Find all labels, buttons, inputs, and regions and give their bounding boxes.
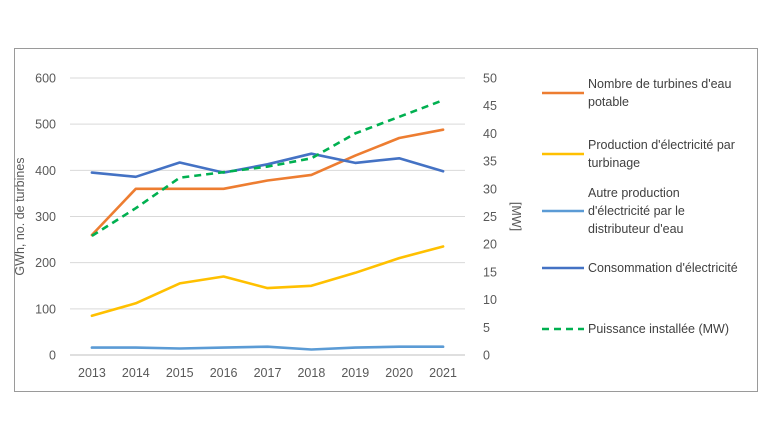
y2-axis-title: [MW] bbox=[509, 202, 523, 231]
chart-frame bbox=[14, 48, 758, 392]
series-line-3 bbox=[90, 152, 445, 179]
y-tick-label: 100 bbox=[35, 302, 56, 316]
legend-label-1: Production d'électricité par bbox=[588, 138, 735, 152]
y2-tick-label: 10 bbox=[483, 293, 497, 307]
y-tick-label: 300 bbox=[35, 210, 56, 224]
y-tick-label: 200 bbox=[35, 256, 56, 270]
legend-label-0: Nombre de turbines d'eau bbox=[588, 77, 731, 91]
y2-tick-label: 25 bbox=[483, 210, 497, 224]
gridlines bbox=[70, 77, 465, 310]
y2-tick-label: 30 bbox=[483, 182, 497, 196]
y-tick-label: 400 bbox=[35, 164, 56, 178]
x-tick-label: 2019 bbox=[341, 366, 369, 380]
legend-label-2: distributeur d'eau bbox=[588, 222, 684, 236]
x-tick-label: 2017 bbox=[254, 366, 282, 380]
legend-label-3: Consommation d'électricité bbox=[588, 261, 738, 275]
x-tick-label: 2018 bbox=[297, 366, 325, 380]
x-tick-label: 2015 bbox=[166, 366, 194, 380]
y2-tick-label: 45 bbox=[483, 99, 497, 113]
series-group bbox=[90, 98, 445, 351]
legend-label-2: Autre production bbox=[588, 186, 680, 200]
legend-label-4: Puissance installée (MW) bbox=[588, 322, 729, 336]
y-tick-label: 600 bbox=[35, 72, 56, 86]
series-line-4 bbox=[91, 98, 444, 237]
legend: Nombre de turbines d'eau potable Productio… bbox=[542, 77, 738, 336]
series-line-2 bbox=[90, 345, 445, 351]
y2-tick-label: 40 bbox=[483, 127, 497, 141]
series-line-0 bbox=[90, 128, 445, 237]
legend-label-0: potable bbox=[588, 95, 629, 109]
y2-tick-label: 35 bbox=[483, 155, 497, 169]
y-axis-title: GWh, no. de turbines bbox=[13, 157, 27, 275]
x-tick-label: 2021 bbox=[429, 366, 457, 380]
x-tick-label: 2014 bbox=[122, 366, 150, 380]
y2-tick-label: 5 bbox=[483, 321, 490, 335]
x-tick-label: 2020 bbox=[385, 366, 413, 380]
legend-label-2: d'électricité par le bbox=[588, 204, 685, 218]
y2-axis-ticks: 0 5 10 15 20 25 30 35 40 45 50 bbox=[483, 72, 497, 363]
y2-tick-label: 20 bbox=[483, 238, 497, 252]
y2-tick-label: 15 bbox=[483, 265, 497, 279]
series-line-1 bbox=[90, 245, 445, 318]
y-tick-label: 0 bbox=[49, 349, 56, 363]
y-tick-label: 500 bbox=[35, 118, 56, 132]
x-axis-ticks: 2013 2014 2015 2016 2017 2018 2019 2020 2021 bbox=[78, 366, 457, 380]
x-tick-label: 2016 bbox=[210, 366, 238, 380]
x-tick-label: 2013 bbox=[78, 366, 106, 380]
y2-tick-label: 0 bbox=[483, 349, 490, 363]
y2-tick-label: 50 bbox=[483, 72, 497, 86]
legend-label-1: turbinage bbox=[588, 156, 640, 170]
y-axis-ticks: 0 100 200 300 400 500 600 bbox=[35, 72, 56, 363]
